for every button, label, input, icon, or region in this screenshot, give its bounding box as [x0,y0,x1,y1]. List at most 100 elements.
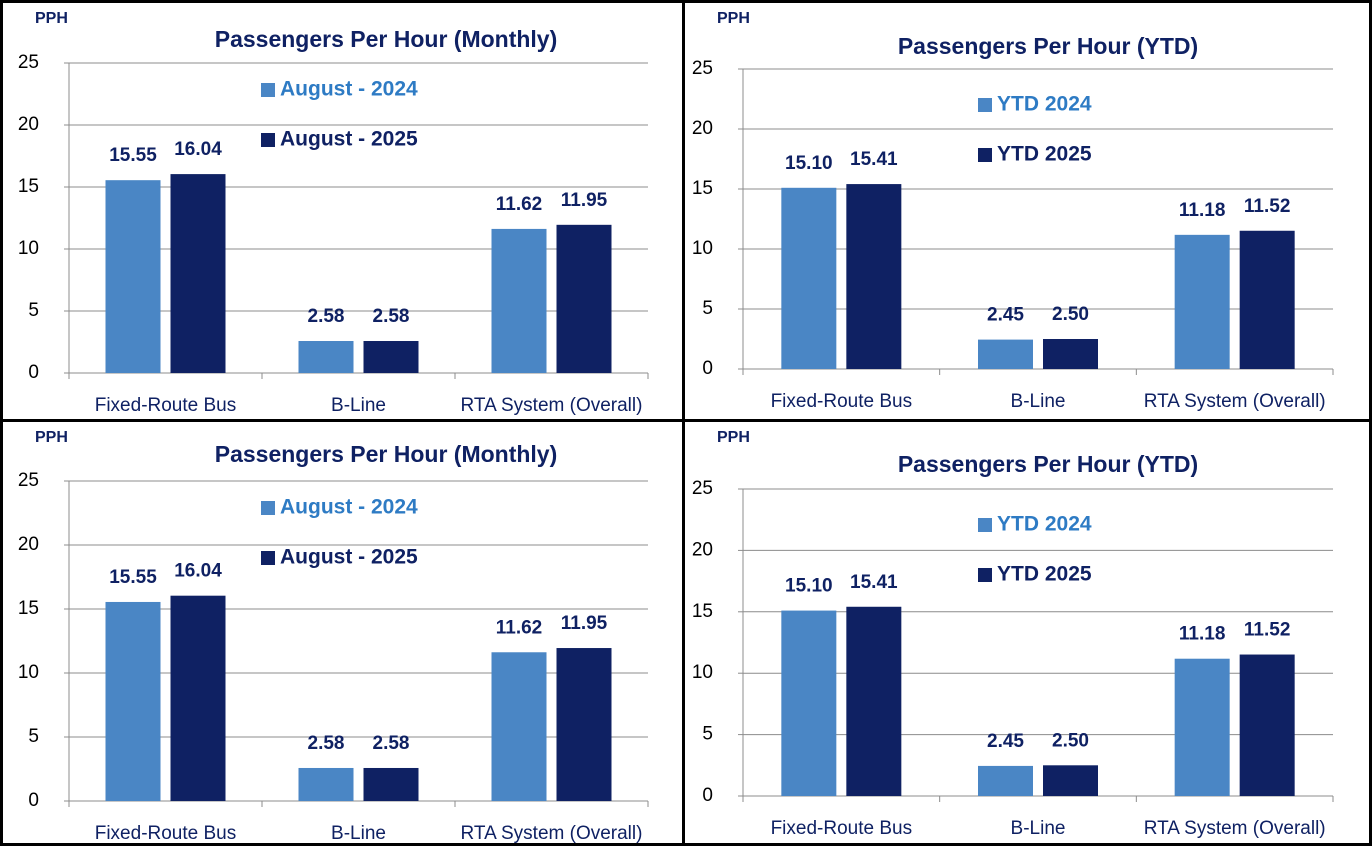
bar [846,184,902,369]
x-tick-label: B-Line [1011,818,1066,839]
chart-panel: PPH Passengers Per Hour (YTD) 0 5 10 15 20 25 Fi… [682,419,1372,846]
bar [363,767,419,801]
bar [298,341,354,373]
y-tick-label: 20 [692,118,713,139]
legend-label: YTD 2025 [997,143,1092,166]
bar [1043,765,1098,796]
data-label: 11.95 [561,190,608,211]
y-tick-label: 0 [702,785,713,806]
legend-swatch [261,551,275,565]
y-tick-label: 15 [692,601,713,622]
data-label: 15.10 [785,153,833,174]
y-tick-label: 5 [28,726,39,747]
bar [846,606,902,796]
y-tick-label: 10 [692,662,713,683]
y-tick-label: 5 [702,724,713,745]
legend-label: August - 2024 [280,78,418,101]
y-tick-label: 20 [692,539,713,560]
y-tick-label: 25 [692,478,713,499]
x-tick-label: RTA System (Overall) [1144,818,1326,839]
bar [781,187,837,369]
y-tick-label: 20 [18,534,39,555]
x-tick-label: RTA System (Overall) [1144,391,1326,412]
chart-title: Passengers Per Hour (YTD) [898,451,1198,477]
y-tick-label: 0 [702,358,713,379]
data-label: 15.41 [850,149,898,170]
legend-label: August - 2025 [280,128,418,151]
legend-label: YTD 2025 [997,563,1092,586]
data-label: 11.62 [496,194,543,215]
y-tick-label: 25 [18,52,39,73]
legend-label: YTD 2024 [997,513,1092,536]
x-tick-label: B-Line [1011,391,1066,412]
bar [491,652,547,801]
chart: PPH Passengers Per Hour (YTD) 0 5 10 15 20 25 Fi… [692,429,1334,839]
bar [1174,234,1230,369]
bar [978,339,1033,369]
data-label: 2.58 [308,306,345,327]
x-tick-label: RTA System (Overall) [461,823,643,843]
data-label: 2.50 [1052,730,1089,751]
bar [1239,230,1295,369]
x-tick-label: B-Line [331,395,386,416]
y-tick-label: 5 [702,298,713,319]
y-tick-label: 20 [18,114,39,135]
legend-swatch [978,568,992,582]
y-axis-label: PPH [717,10,750,27]
x-tick-label: Fixed-Route Bus [95,395,237,416]
x-tick-label: RTA System (Overall) [461,395,643,416]
bar [105,601,161,801]
y-tick-label: 5 [28,300,39,321]
chart: PPH Passengers Per Hour (Monthly) 0 5 10 15 20… [18,10,649,416]
y-tick-label: 25 [18,470,39,491]
y-tick-label: 0 [28,362,39,383]
bar [170,595,226,801]
data-label: 2.58 [308,733,345,754]
chart-panel: PPH Passengers Per Hour (Monthly) 0 5 10 15 20… [0,419,685,846]
y-axis-label: PPH [35,10,68,27]
chart-title: Passengers Per Hour (YTD) [898,33,1198,59]
chart-panel: PPH Passengers Per Hour (Monthly) 0 5 10 15 20… [0,0,685,422]
data-label: 2.58 [373,306,410,327]
x-tick-label: Fixed-Route Bus [95,823,237,843]
bar [170,174,226,373]
bar [363,341,419,373]
data-label: 16.04 [174,561,222,582]
bar [1043,339,1098,369]
bar [298,767,354,801]
y-axis-label: PPH [35,429,68,446]
y-axis-label: PPH [717,429,750,446]
legend-swatch [978,148,992,162]
data-label: 15.55 [109,145,157,166]
data-label: 11.18 [1179,200,1226,221]
data-label: 15.55 [109,567,157,588]
chart-title: Passengers Per Hour (Monthly) [215,26,558,52]
bar [491,228,547,373]
data-label: 2.58 [373,733,410,754]
legend-swatch [978,518,992,532]
bar [1239,654,1295,796]
data-label: 15.41 [850,572,898,593]
legend-label: YTD 2024 [997,93,1092,116]
legend-label: August - 2024 [280,496,418,519]
x-tick-label: B-Line [331,823,386,843]
chart-panel: PPH Passengers Per Hour (YTD) 0 5 10 15 20 25 Fi… [682,0,1372,422]
legend-swatch [261,133,275,147]
bar [556,224,612,373]
bar [556,648,612,801]
y-tick-label: 10 [692,238,713,259]
x-tick-label: Fixed-Route Bus [771,818,913,839]
data-label: 11.52 [1244,196,1291,217]
data-label: 2.50 [1052,304,1089,325]
legend-swatch [978,98,992,112]
legend-label: August - 2025 [280,546,418,569]
x-tick-label: Fixed-Route Bus [771,391,913,412]
y-tick-label: 25 [692,58,713,79]
data-label: 2.45 [987,731,1024,752]
y-tick-label: 15 [18,176,39,197]
y-tick-label: 0 [28,790,39,811]
bar [978,765,1033,796]
legend-swatch [261,501,275,515]
data-label: 2.45 [987,305,1024,326]
